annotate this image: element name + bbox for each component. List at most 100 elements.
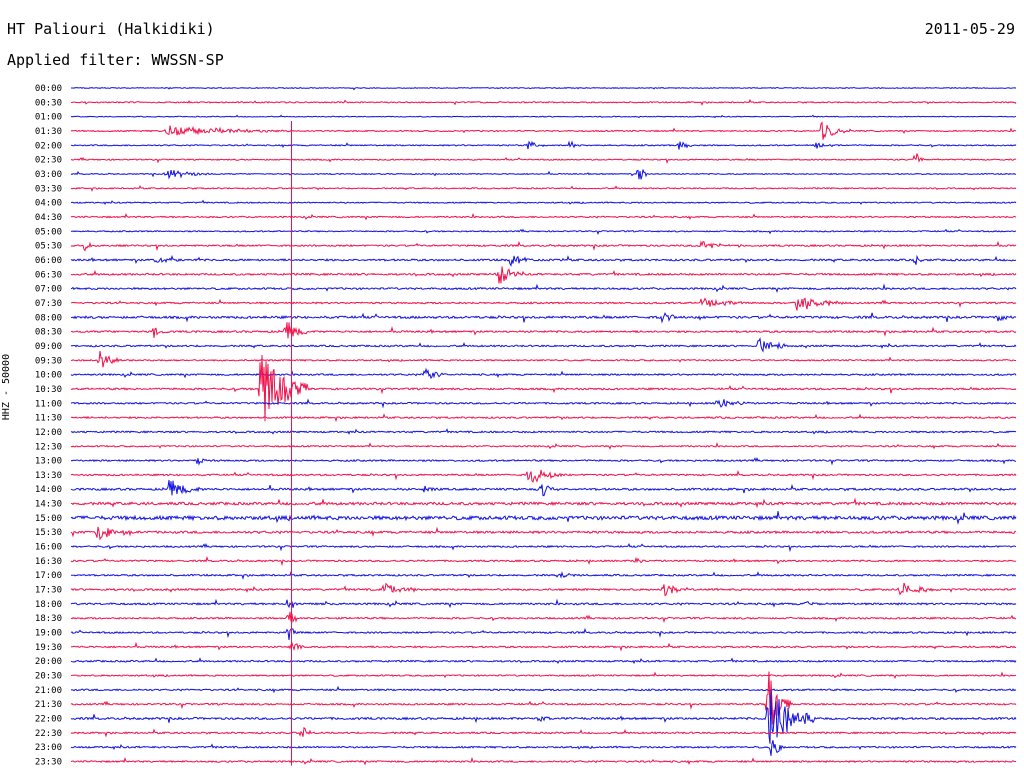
row-label: 15:30 bbox=[35, 528, 62, 538]
row-label: 09:00 bbox=[35, 342, 62, 352]
row-label: 06:30 bbox=[35, 270, 62, 280]
row-label: 14:30 bbox=[35, 500, 62, 510]
row-label: 23:00 bbox=[35, 743, 62, 753]
row-label: 20:00 bbox=[35, 657, 62, 667]
trace-line bbox=[70, 479, 1017, 497]
trace-line bbox=[70, 428, 1017, 435]
trace-line bbox=[70, 350, 1016, 368]
row-label: 06:00 bbox=[35, 256, 62, 266]
row-label: 17:30 bbox=[35, 586, 62, 596]
trace-line bbox=[70, 367, 1017, 380]
trace-line bbox=[70, 398, 1017, 409]
row-label: 16:30 bbox=[35, 557, 62, 567]
trace-line bbox=[70, 413, 1017, 423]
row-label: 15:00 bbox=[35, 514, 62, 524]
trace-line bbox=[70, 543, 1017, 553]
row-label: 05:30 bbox=[35, 242, 62, 252]
row-label: 09:30 bbox=[35, 356, 62, 366]
row-label: 22:30 bbox=[35, 729, 62, 739]
trace-line bbox=[70, 153, 1016, 164]
trace-line bbox=[70, 671, 1017, 725]
trace-line bbox=[70, 740, 1017, 756]
row-label: 05:00 bbox=[35, 227, 62, 237]
trace-line bbox=[70, 140, 1017, 150]
trace-line bbox=[70, 354, 1017, 422]
row-label: 01:00 bbox=[35, 113, 62, 123]
row-label: 14:00 bbox=[35, 485, 62, 495]
row-label: 02:30 bbox=[35, 156, 62, 166]
trace-line bbox=[70, 121, 1017, 140]
trace-line bbox=[70, 184, 1017, 192]
filter-label: Applied filter: WWSSN-SP bbox=[7, 51, 224, 69]
trace-line bbox=[70, 98, 1017, 106]
row-label: 07:30 bbox=[35, 299, 62, 309]
trace-line bbox=[71, 86, 1017, 91]
row-label: 10:00 bbox=[35, 371, 62, 381]
trace-line bbox=[70, 199, 1017, 205]
row-label: 04:30 bbox=[35, 213, 62, 223]
row-label: 10:30 bbox=[35, 385, 62, 395]
row-label: 00:30 bbox=[35, 98, 62, 108]
row-label: 01:30 bbox=[35, 127, 62, 137]
trace-line bbox=[70, 457, 1016, 466]
trace-line bbox=[70, 690, 1017, 744]
row-label: 19:00 bbox=[35, 629, 62, 639]
row-label: 13:00 bbox=[35, 457, 62, 467]
trace-line bbox=[70, 297, 1017, 311]
trace-line bbox=[70, 657, 1017, 665]
trace-group bbox=[70, 86, 1017, 766]
trace-line bbox=[70, 322, 1017, 339]
row-label: 12:00 bbox=[35, 428, 62, 438]
row-label: 04:00 bbox=[35, 199, 62, 209]
row-label: 08:00 bbox=[35, 313, 62, 323]
trace-line bbox=[70, 627, 1017, 640]
trace-line bbox=[70, 337, 1017, 353]
row-label: 18:30 bbox=[35, 614, 62, 624]
trace-line bbox=[70, 598, 1017, 609]
row-label: 20:30 bbox=[35, 672, 62, 682]
row-label: 12:30 bbox=[35, 442, 62, 452]
trace-line bbox=[70, 212, 1016, 221]
row-label: 22:00 bbox=[35, 715, 62, 725]
row-label: 08:30 bbox=[35, 328, 62, 338]
row-label: 23:30 bbox=[35, 758, 62, 768]
trace-line bbox=[70, 671, 1017, 680]
row-label: 03:30 bbox=[35, 184, 62, 194]
station-title: HT Paliouri (Halkidiki) bbox=[7, 20, 215, 38]
row-label: 03:00 bbox=[35, 170, 62, 180]
trace-line bbox=[70, 756, 1017, 766]
trace-line bbox=[70, 228, 1017, 236]
row-label: 19:30 bbox=[35, 643, 62, 653]
row-label-group: 00:00 00:30 01:00 01:30 02:00 02:30 03:00 03:30… bbox=[35, 84, 62, 768]
trace-line bbox=[70, 685, 1017, 694]
row-label: 21:00 bbox=[35, 686, 62, 696]
trace-line bbox=[70, 555, 1017, 567]
trace-line bbox=[70, 283, 1017, 293]
trace-line bbox=[70, 582, 1017, 597]
trace-line bbox=[70, 266, 1017, 284]
trace-line bbox=[71, 570, 1016, 580]
row-label: 11:30 bbox=[35, 414, 62, 424]
row-label: 21:30 bbox=[35, 700, 62, 710]
trace-line bbox=[70, 240, 1017, 252]
trace-line bbox=[70, 726, 1017, 738]
row-label: 11:00 bbox=[35, 399, 62, 409]
trace-line bbox=[70, 641, 1017, 652]
row-label: 02:00 bbox=[35, 141, 62, 151]
trace-line bbox=[70, 611, 1016, 624]
trace-line bbox=[70, 254, 1017, 267]
row-label: 16:00 bbox=[35, 543, 62, 553]
row-label: 13:30 bbox=[35, 471, 62, 481]
trace-line bbox=[70, 497, 1017, 509]
trace-line bbox=[70, 442, 1017, 450]
trace-line bbox=[70, 114, 1017, 119]
trace-line bbox=[70, 469, 1017, 483]
trace-line bbox=[70, 526, 1017, 541]
trace-line bbox=[70, 511, 1017, 525]
trace-line bbox=[70, 312, 1017, 324]
row-label: 18:00 bbox=[35, 600, 62, 610]
row-label: 00:00 bbox=[35, 84, 62, 94]
date-label: 2011-05-29 bbox=[924, 20, 1015, 38]
row-label: 17:00 bbox=[35, 571, 62, 581]
